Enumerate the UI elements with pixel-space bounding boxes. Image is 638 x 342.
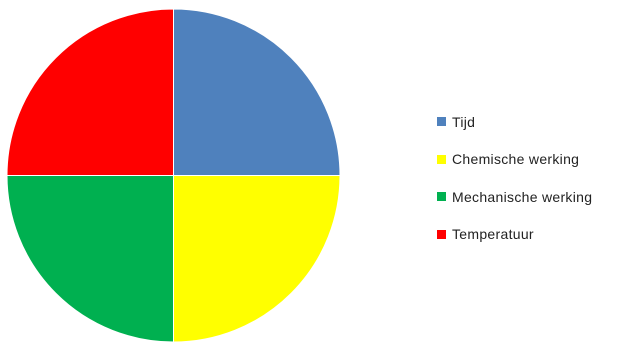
legend-swatch-mechanische-werking xyxy=(437,192,446,201)
legend-swatch-temperatuur xyxy=(437,229,446,239)
legend-label-chemische-werking: Chemische werking xyxy=(452,151,580,167)
legend-swatch-chemische-werking xyxy=(437,154,446,164)
legend-label-tijd: Tijd xyxy=(452,113,476,130)
legend-label-mechanische-werking: Mechanische werking xyxy=(452,188,593,205)
legend-swatch-tijd xyxy=(437,117,446,126)
legend-item-chemische-werking: Chemische werking xyxy=(437,151,637,168)
legend-item-mechanische-werking: Mechanische werking xyxy=(437,188,637,205)
pie-slice-mechanische-werking xyxy=(6,175,174,342)
pie-slice-temperatuur xyxy=(6,8,174,176)
legend-item-temperatuur: Temperatuur xyxy=(437,226,637,243)
pie-slice-chemische-werking xyxy=(173,175,341,342)
pie-slice-tijd xyxy=(173,8,341,176)
legend-item-tijd: Tijd xyxy=(437,113,637,130)
legend-label-temperatuur: Temperatuur xyxy=(452,226,534,242)
chart-legend: Tijd Chemische werking Mechanische werki… xyxy=(437,113,637,263)
